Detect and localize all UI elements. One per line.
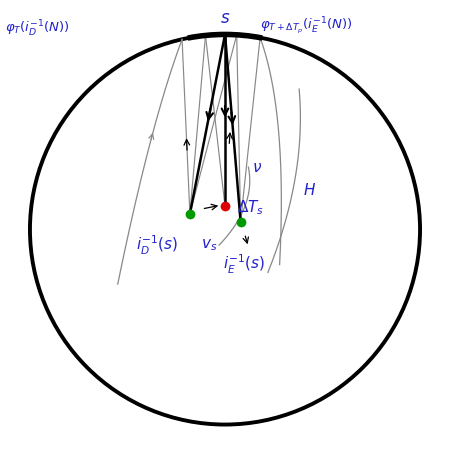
Text: $v_s$: $v_s$ [201, 237, 217, 253]
Text: $\Delta T_s$: $\Delta T_s$ [237, 199, 264, 218]
Text: $\nu$: $\nu$ [252, 160, 262, 174]
Text: $\varphi_T(i_D^{-1}(N))$: $\varphi_T(i_D^{-1}(N))$ [4, 19, 69, 39]
Text: $H$: $H$ [303, 183, 316, 198]
Text: $i_D^{-1}(s)$: $i_D^{-1}(s)$ [136, 233, 178, 257]
Text: $\varphi_{T+\Delta T_p}(i_E^{-1}(N))$: $\varphi_{T+\Delta T_p}(i_E^{-1}(N))$ [260, 15, 353, 36]
Text: $i_E^{-1}(s)$: $i_E^{-1}(s)$ [224, 253, 266, 276]
Text: $s$: $s$ [220, 9, 230, 27]
